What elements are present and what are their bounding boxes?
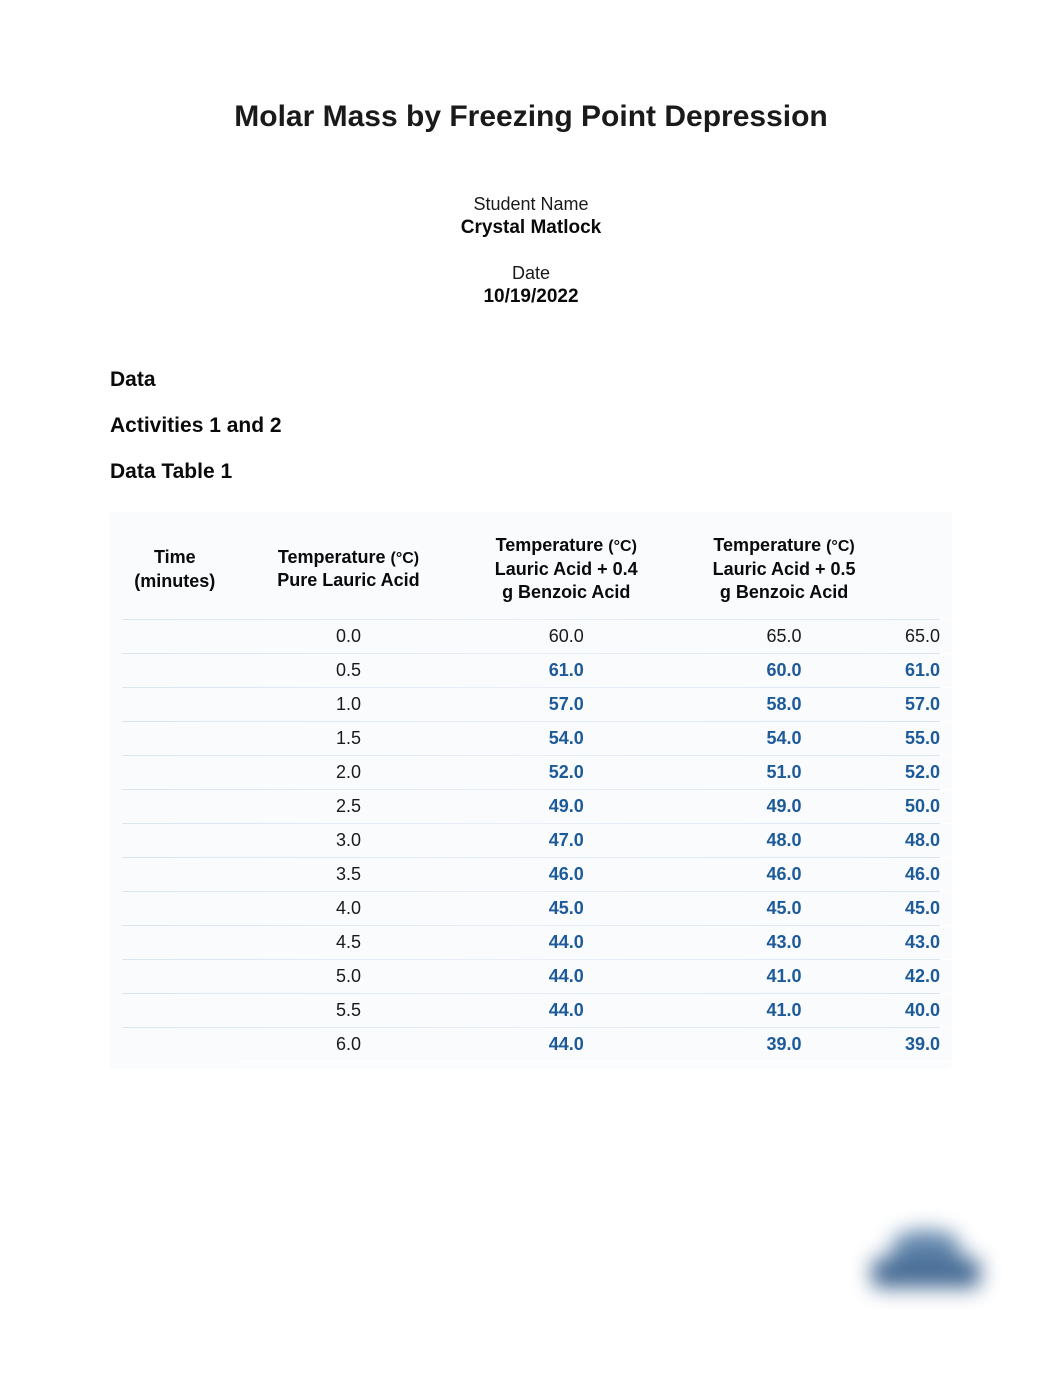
- cell-value: 40.0: [893, 993, 952, 1027]
- cell-value: 43.0: [675, 925, 893, 959]
- cell-time: 2.5: [240, 789, 458, 823]
- cell-time: 1.5: [240, 721, 458, 755]
- table-row: 5.044.041.042.0: [110, 959, 952, 993]
- table-row: 1.057.058.057.0: [110, 687, 952, 721]
- table-row: 0.561.060.061.0: [110, 653, 952, 687]
- cell-value: 46.0: [675, 857, 893, 891]
- cell-value: 57.0: [893, 687, 952, 721]
- cell-value: 45.0: [893, 891, 952, 925]
- cell-value: 49.0: [675, 789, 893, 823]
- cell-value: 61.0: [457, 653, 675, 687]
- table-row: 4.544.043.043.0: [110, 925, 952, 959]
- section-data-heading: Data: [110, 368, 952, 392]
- cell-value: 48.0: [675, 823, 893, 857]
- cell-value: 49.0: [457, 789, 675, 823]
- cell-value: 43.0: [893, 925, 952, 959]
- col-header-05: Temperature (°C) Lauric Acid + 0.5 g Ben…: [675, 526, 893, 619]
- cell-value: 41.0: [675, 959, 893, 993]
- cell-value: 46.0: [893, 857, 952, 891]
- cell-value: 46.0: [457, 857, 675, 891]
- table-row: 0.060.065.065.0: [110, 619, 952, 653]
- cell-value: 42.0: [893, 959, 952, 993]
- cell-time: 0.0: [240, 619, 458, 653]
- cell-time: 3.0: [240, 823, 458, 857]
- cell-value: 45.0: [675, 891, 893, 925]
- cell-value: 61.0: [893, 653, 952, 687]
- date-value: 10/19/2022: [110, 286, 952, 308]
- cell-time: 4.5: [240, 925, 458, 959]
- student-name-value: Crystal Matlock: [110, 217, 952, 239]
- cell-value: 52.0: [457, 755, 675, 789]
- table-row: 3.546.046.046.0: [110, 857, 952, 891]
- cell-value: 55.0: [893, 721, 952, 755]
- cell-value: 47.0: [457, 823, 675, 857]
- table-row: 2.052.051.052.0: [110, 755, 952, 789]
- table-body: 0.060.065.065.00.561.060.061.01.057.058.…: [110, 619, 952, 1061]
- cell-value: 58.0: [675, 687, 893, 721]
- cell-value: 44.0: [457, 993, 675, 1027]
- cell-value: 52.0: [893, 755, 952, 789]
- cell-time: 3.5: [240, 857, 458, 891]
- cell-value: 57.0: [457, 687, 675, 721]
- cell-time: 1.0: [240, 687, 458, 721]
- cell-value: 60.0: [675, 653, 893, 687]
- table-row: 1.554.054.055.0: [110, 721, 952, 755]
- data-table-1-wrap: Time (minutes) Temperature (°C) Pure Lau…: [110, 512, 952, 1068]
- student-name-block: Student Name Crystal Matlock: [110, 194, 952, 239]
- cell-time: 0.5: [240, 653, 458, 687]
- table-row: 3.047.048.048.0: [110, 823, 952, 857]
- cell-value: 60.0: [457, 619, 675, 653]
- cell-value: 54.0: [457, 721, 675, 755]
- cell-value: 45.0: [457, 891, 675, 925]
- section-table-heading: Data Table 1: [110, 460, 952, 484]
- col-header-04: Temperature (°C) Lauric Acid + 0.4 g Ben…: [457, 526, 675, 619]
- cell-value: 44.0: [457, 925, 675, 959]
- table-header-row: Time (minutes) Temperature (°C) Pure Lau…: [110, 526, 952, 619]
- cell-value: 39.0: [675, 1027, 893, 1061]
- cell-value: 65.0: [675, 619, 893, 653]
- section-activities-heading: Activities 1 and 2: [110, 414, 952, 438]
- col-header-time: Time (minutes): [110, 526, 240, 619]
- cell-time: 5.5: [240, 993, 458, 1027]
- student-name-label: Student Name: [110, 194, 952, 215]
- cell-time: 5.0: [240, 959, 458, 993]
- cell-value: 65.0: [893, 619, 952, 653]
- date-label: Date: [110, 263, 952, 284]
- table-row: 4.045.045.045.0: [110, 891, 952, 925]
- cell-value: 54.0: [675, 721, 893, 755]
- page-title: Molar Mass by Freezing Point Depression: [110, 100, 952, 134]
- cell-value: 44.0: [457, 959, 675, 993]
- cell-value: 48.0: [893, 823, 952, 857]
- cell-value: 50.0: [893, 789, 952, 823]
- table-row: 5.544.041.040.0: [110, 993, 952, 1027]
- col-header-pure: Temperature (°C) Pure Lauric Acid: [240, 526, 458, 619]
- cell-value: 39.0: [893, 1027, 952, 1061]
- cell-value: 51.0: [675, 755, 893, 789]
- table-row: 2.549.049.050.0: [110, 789, 952, 823]
- date-block: Date 10/19/2022: [110, 263, 952, 308]
- cell-value: 41.0: [675, 993, 893, 1027]
- cell-time: 6.0: [240, 1027, 458, 1061]
- table-row: 6.044.039.039.0: [110, 1027, 952, 1061]
- cell-value: 44.0: [457, 1027, 675, 1061]
- cell-time: 2.0: [240, 755, 458, 789]
- cell-time: 4.0: [240, 891, 458, 925]
- data-table-1: Time (minutes) Temperature (°C) Pure Lau…: [110, 526, 952, 1062]
- watermark-logo: [852, 1222, 1002, 1307]
